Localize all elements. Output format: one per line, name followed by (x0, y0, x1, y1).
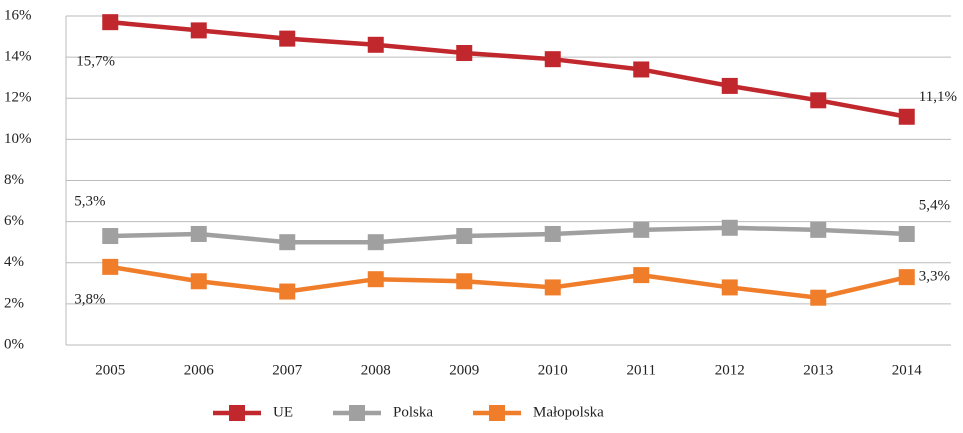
x-tick-label: 2012 (715, 362, 745, 378)
point-marker (898, 225, 915, 242)
x-tick-label: 2010 (538, 362, 568, 378)
point-marker (279, 283, 296, 300)
point-marker (190, 22, 207, 39)
legend-marker (489, 405, 506, 421)
legend-marker (349, 405, 365, 421)
y-tick-label: 8% (4, 172, 24, 188)
point-marker (810, 289, 827, 306)
legend-label: Małopolska (533, 404, 604, 420)
legend-label: UE (273, 404, 293, 420)
series-line (110, 19, 908, 119)
y-tick-label: 12% (4, 90, 32, 106)
point-marker (898, 269, 915, 286)
x-tick-label: 2008 (361, 362, 391, 378)
y-tick-label: 10% (4, 131, 32, 147)
y-tick-label: 2% (4, 295, 24, 311)
point-marker (102, 14, 119, 31)
series-line (110, 225, 907, 245)
y-tick-label: 6% (4, 213, 24, 229)
x-tick-label: 2007 (272, 362, 303, 378)
point-marker (810, 92, 827, 109)
point-marker (367, 36, 384, 53)
data-label: 11,1% (919, 89, 957, 105)
point-marker (544, 51, 561, 68)
y-tick-label: 16% (4, 7, 32, 23)
x-tick-label: 2013 (803, 362, 833, 378)
legend-marker (229, 405, 245, 421)
y-tick-label: 4% (4, 254, 24, 270)
point-marker (102, 228, 119, 245)
point-marker (721, 219, 738, 236)
point-marker (190, 225, 207, 242)
point-marker (633, 221, 650, 238)
legend-label: Polska (393, 404, 433, 420)
series-line (109, 264, 908, 300)
y-tick-label: 14% (4, 49, 32, 65)
data-label: 15,7% (76, 54, 115, 70)
point-marker (721, 279, 738, 296)
point-marker (279, 234, 296, 251)
data-label: 3,3% (919, 269, 950, 285)
point-marker (544, 279, 561, 296)
point-marker (898, 108, 915, 125)
data-label: 5,4% (919, 197, 950, 213)
x-tick-label: 2014 (892, 362, 923, 378)
point-marker (456, 228, 473, 245)
point-marker (633, 61, 650, 78)
point-marker (367, 271, 384, 288)
y-tick-label: 0% (4, 336, 24, 352)
point-marker (367, 234, 384, 251)
point-marker (190, 273, 207, 290)
point-marker (633, 267, 650, 284)
x-tick-label: 2005 (95, 362, 125, 378)
x-tick-label: 2006 (184, 362, 215, 378)
point-marker (279, 30, 296, 47)
x-tick-label: 2009 (449, 362, 479, 378)
x-tick-label: 2011 (627, 362, 656, 378)
point-marker (721, 77, 738, 94)
data-label: 5,3% (74, 193, 105, 209)
data-label: 3,8% (74, 291, 105, 307)
point-marker (456, 45, 473, 62)
point-marker (544, 225, 561, 242)
point-marker (456, 273, 473, 290)
point-marker (102, 258, 119, 275)
point-marker (810, 221, 827, 238)
